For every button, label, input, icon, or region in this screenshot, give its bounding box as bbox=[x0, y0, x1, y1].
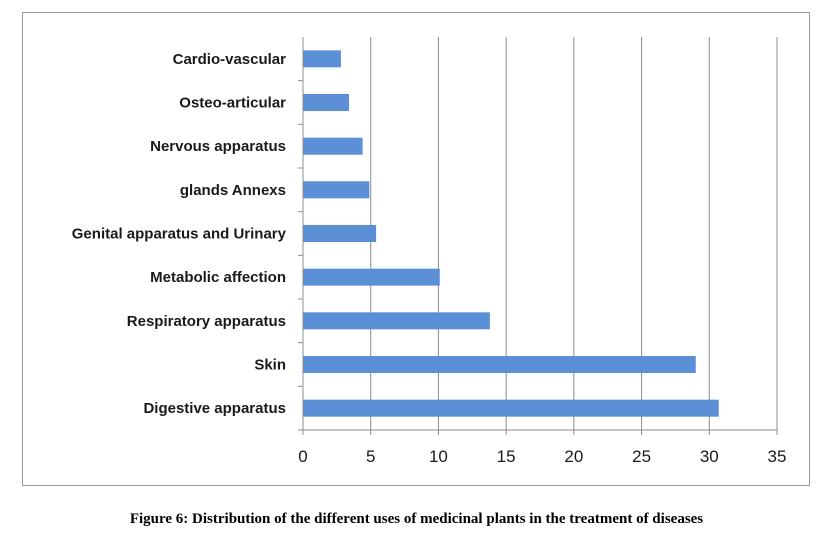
bar bbox=[303, 137, 363, 155]
category-label: Metabolic affection bbox=[150, 269, 286, 286]
category-label: glands Annexs bbox=[180, 182, 286, 199]
bar bbox=[303, 268, 440, 286]
category-label: Nervous apparatus bbox=[150, 138, 286, 155]
bar bbox=[303, 312, 490, 330]
x-tick-label: 35 bbox=[768, 447, 787, 466]
category-label: Digestive apparatus bbox=[143, 400, 286, 417]
category-labels: Digestive apparatus Skin Respiratory appar… bbox=[72, 51, 287, 417]
bar bbox=[303, 356, 696, 373]
x-tick-label: 10 bbox=[429, 447, 448, 466]
axes bbox=[298, 37, 778, 435]
category-label: Respiratory apparatus bbox=[127, 313, 286, 330]
x-tick-label: 20 bbox=[564, 447, 583, 466]
x-tick-label: 25 bbox=[632, 447, 651, 466]
bar-chart: Digestive apparatus Skin Respiratory appar… bbox=[72, 37, 786, 466]
bar bbox=[303, 50, 341, 68]
x-tick-label: 0 bbox=[298, 447, 307, 466]
category-label: Cardio-vascular bbox=[173, 51, 287, 68]
bar bbox=[303, 225, 377, 242]
category-label: Skin bbox=[254, 357, 286, 374]
figure-caption: Figure 6: Distribution of the different … bbox=[129, 511, 704, 527]
x-tick-label: 30 bbox=[700, 447, 719, 466]
x-tick-label: 5 bbox=[366, 447, 375, 466]
bar bbox=[303, 94, 350, 111]
bars bbox=[303, 50, 719, 417]
x-tick-labels: 0 5 10 15 20 25 30 35 bbox=[298, 447, 786, 466]
x-tick-label: 15 bbox=[497, 447, 516, 466]
category-label: Osteo-articular bbox=[179, 95, 286, 112]
category-label: Genital apparatus and Urinary bbox=[72, 226, 287, 243]
bar bbox=[303, 181, 370, 199]
bar bbox=[303, 399, 719, 417]
